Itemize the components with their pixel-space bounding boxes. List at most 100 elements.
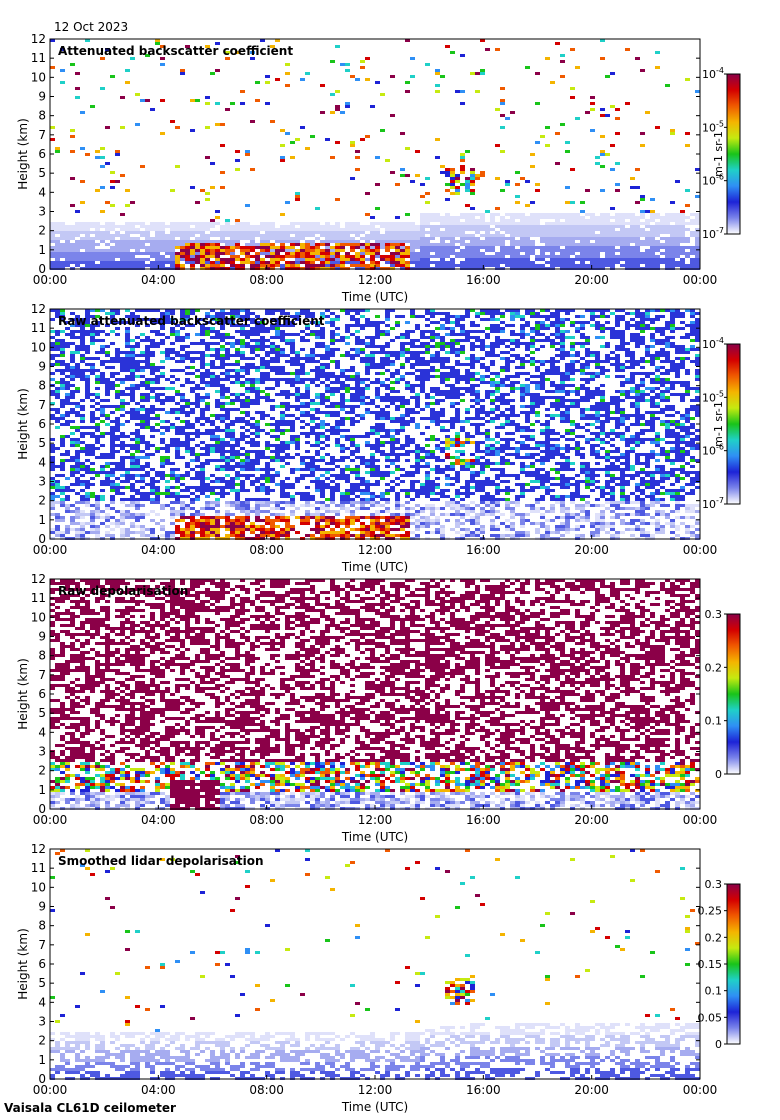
colorbar-label: 0.25	[698, 905, 723, 918]
x-axis-label: Time (UTC)	[341, 290, 408, 304]
x-tick-label: 04:00	[141, 813, 176, 827]
y-tick-label: 7	[38, 128, 46, 142]
y-tick-label: 9	[38, 360, 46, 374]
y-tick-label: 7	[38, 398, 46, 412]
y-tick-label: 11	[31, 591, 46, 605]
x-tick-label: 04:00	[141, 273, 176, 287]
x-axis-label: Time (UTC)	[341, 1100, 408, 1114]
y-tick-label: 2	[38, 764, 46, 778]
x-tick-label: 16:00	[466, 543, 501, 557]
chart-title: Raw attenuated backscatter coefficient	[58, 314, 325, 328]
x-tick-label: 12:00	[358, 1083, 393, 1097]
colorbar-label: 10-5	[702, 389, 724, 404]
y-tick-label: 9	[38, 900, 46, 914]
x-tick-label: 20:00	[574, 1083, 609, 1097]
y-tick-label: 4	[38, 455, 46, 469]
heatmap-cells	[50, 309, 700, 540]
y-tick-label: 5	[38, 706, 46, 720]
colorbar-label: 0.2	[705, 661, 723, 674]
colorbar	[726, 613, 741, 775]
y-tick-label: 4	[38, 185, 46, 199]
y-tick-label: 10	[31, 340, 46, 354]
x-tick-label: 16:00	[466, 813, 501, 827]
y-tick-label: 1	[38, 1053, 46, 1067]
x-tick-label: 12:00	[358, 543, 393, 557]
x-tick-label: 00:00	[33, 813, 68, 827]
colorbar-label: 10-5	[702, 119, 724, 134]
y-axis-label: Height (km)	[16, 658, 30, 729]
colorbar-unit: m-1 sr-1	[712, 131, 725, 177]
x-tick-label: 00:00	[683, 1083, 718, 1097]
x-tick-label: 16:00	[466, 1083, 501, 1097]
y-tick-label: 6	[38, 147, 46, 161]
y-tick-label: 12	[31, 32, 46, 46]
x-tick-label: 04:00	[141, 1083, 176, 1097]
y-tick-label: 2	[38, 1034, 46, 1048]
y-tick-label: 12	[31, 572, 46, 586]
y-tick-label: 0	[38, 532, 46, 546]
colorbar-label: 0.3	[705, 878, 723, 891]
y-tick-label: 3	[38, 475, 46, 489]
y-tick-label: 3	[38, 205, 46, 219]
colorbar-label: 0.15	[698, 958, 723, 971]
colorbar	[726, 883, 741, 1045]
y-tick-label: 5	[38, 166, 46, 180]
y-tick-label: 10	[31, 70, 46, 84]
y-tick-label: 8	[38, 109, 46, 123]
y-tick-label: 6	[38, 957, 46, 971]
colorbar-label: 0.1	[705, 985, 723, 998]
heatmap-cells	[50, 849, 700, 1080]
x-tick-label: 08:00	[249, 543, 284, 557]
colorbar-label: 0.05	[698, 1011, 723, 1024]
colorbar-label: 10-6	[702, 443, 724, 458]
y-tick-label: 12	[31, 302, 46, 316]
y-tick-label: 6	[38, 417, 46, 431]
x-tick-label: 04:00	[141, 543, 176, 557]
colorbar-label: 0	[715, 768, 722, 781]
y-tick-label: 8	[38, 379, 46, 393]
y-tick-label: 3	[38, 1015, 46, 1029]
x-tick-label: 20:00	[574, 813, 609, 827]
colorbar-label: 10-4	[702, 336, 724, 351]
colorbar	[726, 73, 741, 235]
y-tick-label: 7	[38, 938, 46, 952]
x-tick-label: 12:00	[358, 273, 393, 287]
x-tick-label: 12:00	[358, 813, 393, 827]
y-tick-label: 9	[38, 90, 46, 104]
x-axis-label: Time (UTC)	[341, 560, 408, 574]
instrument-label: Vaisala CL61D ceilometer	[4, 1101, 176, 1115]
x-tick-label: 20:00	[574, 273, 609, 287]
colorbar-unit: m-1 sr-1	[712, 401, 725, 447]
y-tick-label: 6	[38, 687, 46, 701]
y-tick-label: 2	[38, 224, 46, 238]
x-tick-label: 08:00	[249, 1083, 284, 1097]
y-tick-label: 11	[31, 861, 46, 875]
y-tick-label: 10	[31, 610, 46, 624]
y-tick-label: 7	[38, 668, 46, 682]
chart-title: Attenuated backscatter coefficient	[58, 44, 293, 58]
colorbar-label: 10-6	[702, 173, 724, 188]
y-tick-label: 0	[38, 1072, 46, 1086]
chart-title: Raw depolarisation	[58, 584, 188, 598]
x-axis-label: Time (UTC)	[341, 830, 408, 844]
colorbar-label: 10-7	[702, 226, 724, 241]
y-tick-label: 8	[38, 919, 46, 933]
y-axis-label: Height (km)	[16, 388, 30, 459]
y-tick-label: 4	[38, 725, 46, 739]
colorbar-label: 0	[715, 1038, 722, 1051]
x-tick-label: 00:00	[33, 543, 68, 557]
y-tick-label: 0	[38, 802, 46, 816]
y-axis-label: Height (km)	[16, 928, 30, 999]
y-tick-label: 2	[38, 494, 46, 508]
y-tick-label: 1	[38, 513, 46, 527]
x-tick-label: 00:00	[683, 273, 718, 287]
y-tick-label: 5	[38, 976, 46, 990]
colorbar	[726, 343, 741, 505]
x-tick-label: 16:00	[466, 273, 501, 287]
colorbar-label: 0.2	[705, 931, 723, 944]
